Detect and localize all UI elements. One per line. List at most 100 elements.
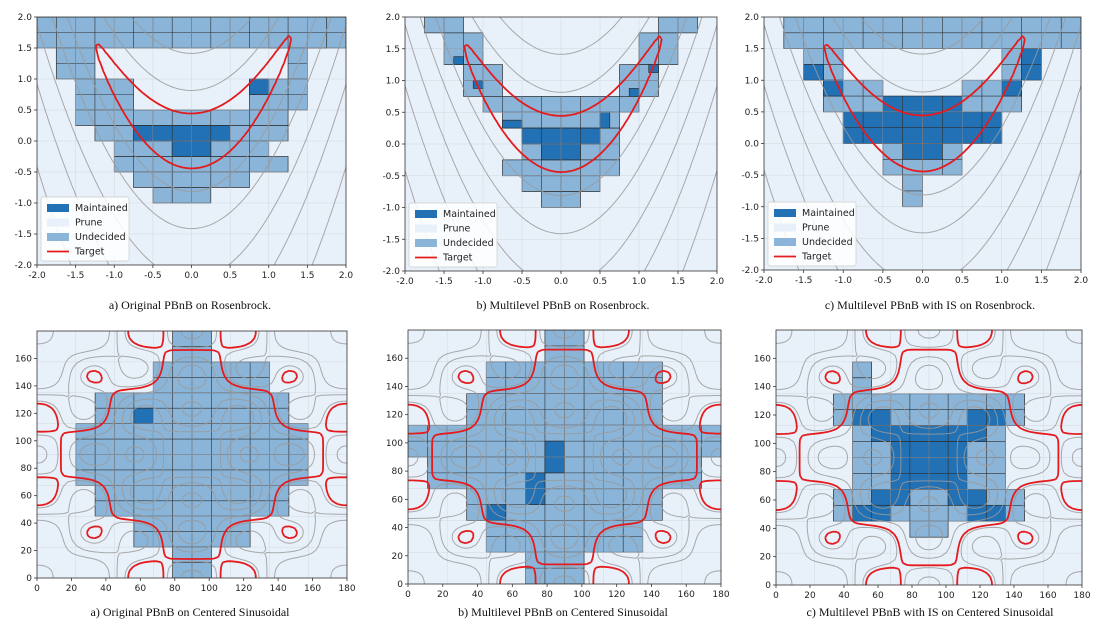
contour-line	[867, 406, 991, 509]
background-grid	[764, 17, 1081, 270]
legend-box	[408, 202, 498, 268]
y-tick-label: 0	[397, 580, 403, 590]
legend-label-undecided: Undecided	[75, 232, 126, 243]
x-tick-label: 120	[235, 584, 252, 594]
x-tick-label: 1.5	[671, 277, 685, 287]
chart-original-sinusoidal: 0 20 40 60 80 100 120 140 160 180 0 20 40 60 80 100 120 1…	[15, 330, 356, 594]
maintained-cell	[628, 88, 640, 97]
y-tick-label: 80	[21, 464, 33, 474]
contour-line	[69, 356, 315, 553]
legend: Maintained Prune Undecided Target	[40, 196, 130, 262]
x-tick-label: 160	[1039, 591, 1056, 601]
caption-original-sinusoidal: a) Original PBnB on Centered Sinusoidal	[90, 605, 290, 619]
y-tick-label: -1.0	[14, 199, 32, 209]
panel-multilevel-is-sinusoidal: 0 20 40 60 80 100 120 140 160 180 0 20 40 60 80 100 120 1…	[740, 322, 1091, 605]
y-tick-label: 20	[760, 553, 772, 563]
legend-swatch-undecided	[415, 239, 437, 247]
legend-label-maintained: Maintained	[443, 209, 496, 220]
target-contour	[776, 330, 1082, 585]
x-tick-label: -1.5	[435, 277, 453, 287]
y-tick-label: 40	[760, 524, 772, 534]
y-tick-label: 40	[21, 519, 33, 529]
legend-label-target: Target	[442, 253, 473, 264]
contour-line	[408, 330, 721, 584]
y-tick-label: -0.5	[14, 168, 32, 178]
panel-multilevel-sinusoidal: 0 20 40 60 80 100 120 140 160 180 0 20 40 60 80 100 120 1…	[372, 322, 730, 604]
x-tick-label: 0	[405, 590, 411, 600]
maintained-cell	[485, 504, 507, 521]
background-grid	[405, 17, 717, 271]
plot-area	[764, 17, 1081, 270]
contour-line	[435, 17, 688, 197]
panel-original-sinusoidal: 0 20 40 60 80 100 120 140 160 180 0 20 40 60 80 100 120 1…	[1, 323, 356, 598]
contour-line	[776, 330, 1082, 585]
x-tick-label: 80	[169, 584, 181, 594]
contour-line	[440, 356, 689, 558]
panel-original-rosenbrock: -2.0 -1.5 -1.0 -0.5 0.0 0.5 1.0 1.5 2.0 -2.0 -1.5 -…	[1, 9, 354, 285]
legend-label-prune: Prune	[802, 223, 830, 234]
y-tick-label: -2.0	[14, 261, 32, 271]
target-contour	[823, 35, 1026, 173]
y-tick-label: -2.0	[741, 266, 759, 276]
target-contour	[95, 34, 293, 170]
y-tick-label: 20	[21, 547, 33, 557]
y-tick-label: -0.5	[382, 172, 400, 182]
chart-original-rosenbrock: -2.0 -1.5 -1.0 -0.5 0.0 0.5 1.0 1.5 2.0 -2.0 -1.5 -…	[14, 13, 354, 281]
y-tick-label: 20	[392, 552, 404, 562]
contour-line	[37, 331, 347, 578]
x-tick-label: -1.5	[67, 271, 85, 281]
x-tick-label: -0.5	[144, 271, 162, 281]
chart-multilevel-sinusoidal: 0 20 40 60 80 100 120 140 160 180 0 20 40 60 80 100 120 1…	[386, 329, 730, 600]
legend-swatch-maintained	[774, 209, 796, 217]
x-tick-label: 2.0	[710, 277, 725, 287]
y-tick-label: 140	[15, 382, 32, 392]
y-tick-label: -1.5	[14, 230, 32, 240]
x-tick-label: -1.0	[105, 271, 123, 281]
maintained-cell	[133, 125, 231, 142]
legend-box	[767, 201, 857, 267]
x-tick-label: 20	[66, 584, 78, 594]
y-tick-label: 60	[21, 492, 33, 502]
x-tick-label: 180	[338, 584, 355, 594]
x-tick-label: 120	[971, 591, 988, 601]
x-tick-label: 40	[100, 584, 112, 594]
x-tick-label: 2.0	[1074, 276, 1089, 286]
y-tick-label: 2.0	[386, 13, 401, 23]
x-tick-label: 0	[34, 584, 40, 594]
plot-area	[405, 17, 717, 271]
y-tick-label: 80	[760, 468, 772, 478]
background-grid	[776, 330, 1082, 585]
y-tick-label: -1.5	[382, 235, 400, 245]
x-tick-label: 0.5	[223, 271, 237, 281]
y-tick-label: 140	[754, 383, 771, 393]
x-tick-label: 1.0	[995, 276, 1010, 286]
y-tick-label: 0	[26, 574, 32, 584]
target-contour	[408, 330, 721, 584]
x-tick-label: 1.0	[632, 277, 647, 287]
y-tick-label: 0.5	[386, 108, 400, 118]
y-tick-label: 120	[754, 411, 771, 421]
y-tick-label: 0.5	[745, 108, 759, 118]
y-tick-label: 1.5	[386, 45, 400, 55]
contour-line	[37, 331, 347, 578]
panel-multilevel-is-rosenbrock: -2.0 -1.5 -1.0 -0.5 0.0 0.5 1.0 1.5 2.0 -2.0 -1.5 -…	[728, 9, 1089, 290]
x-tick-label: -0.5	[513, 277, 531, 287]
maintained-cell	[803, 64, 824, 81]
axes-frame	[775, 329, 1083, 586]
y-tick-label: 100	[754, 439, 771, 449]
chart-multilevel-is-rosenbrock: -2.0 -1.5 -1.0 -0.5 0.0 0.5 1.0 1.5 2.0 -2.0 -1.5 -…	[741, 13, 1089, 286]
contour-line	[817, 364, 1041, 551]
plot-area	[776, 330, 1082, 585]
contour-line	[450, 364, 679, 550]
x-tick-label: 80	[906, 591, 918, 601]
contour-line	[776, 330, 1082, 585]
x-tick-label: -2.0	[28, 271, 46, 281]
x-tick-label: 2.0	[339, 271, 354, 281]
x-tick-label: 20	[437, 590, 449, 600]
x-tick-label: 0.5	[955, 276, 969, 286]
plot-area	[408, 330, 721, 584]
x-tick-label: 0.0	[915, 276, 930, 286]
y-tick-label: 0.5	[18, 106, 32, 116]
x-tick-label: 100	[937, 591, 954, 601]
y-tick-label: 80	[392, 467, 404, 477]
